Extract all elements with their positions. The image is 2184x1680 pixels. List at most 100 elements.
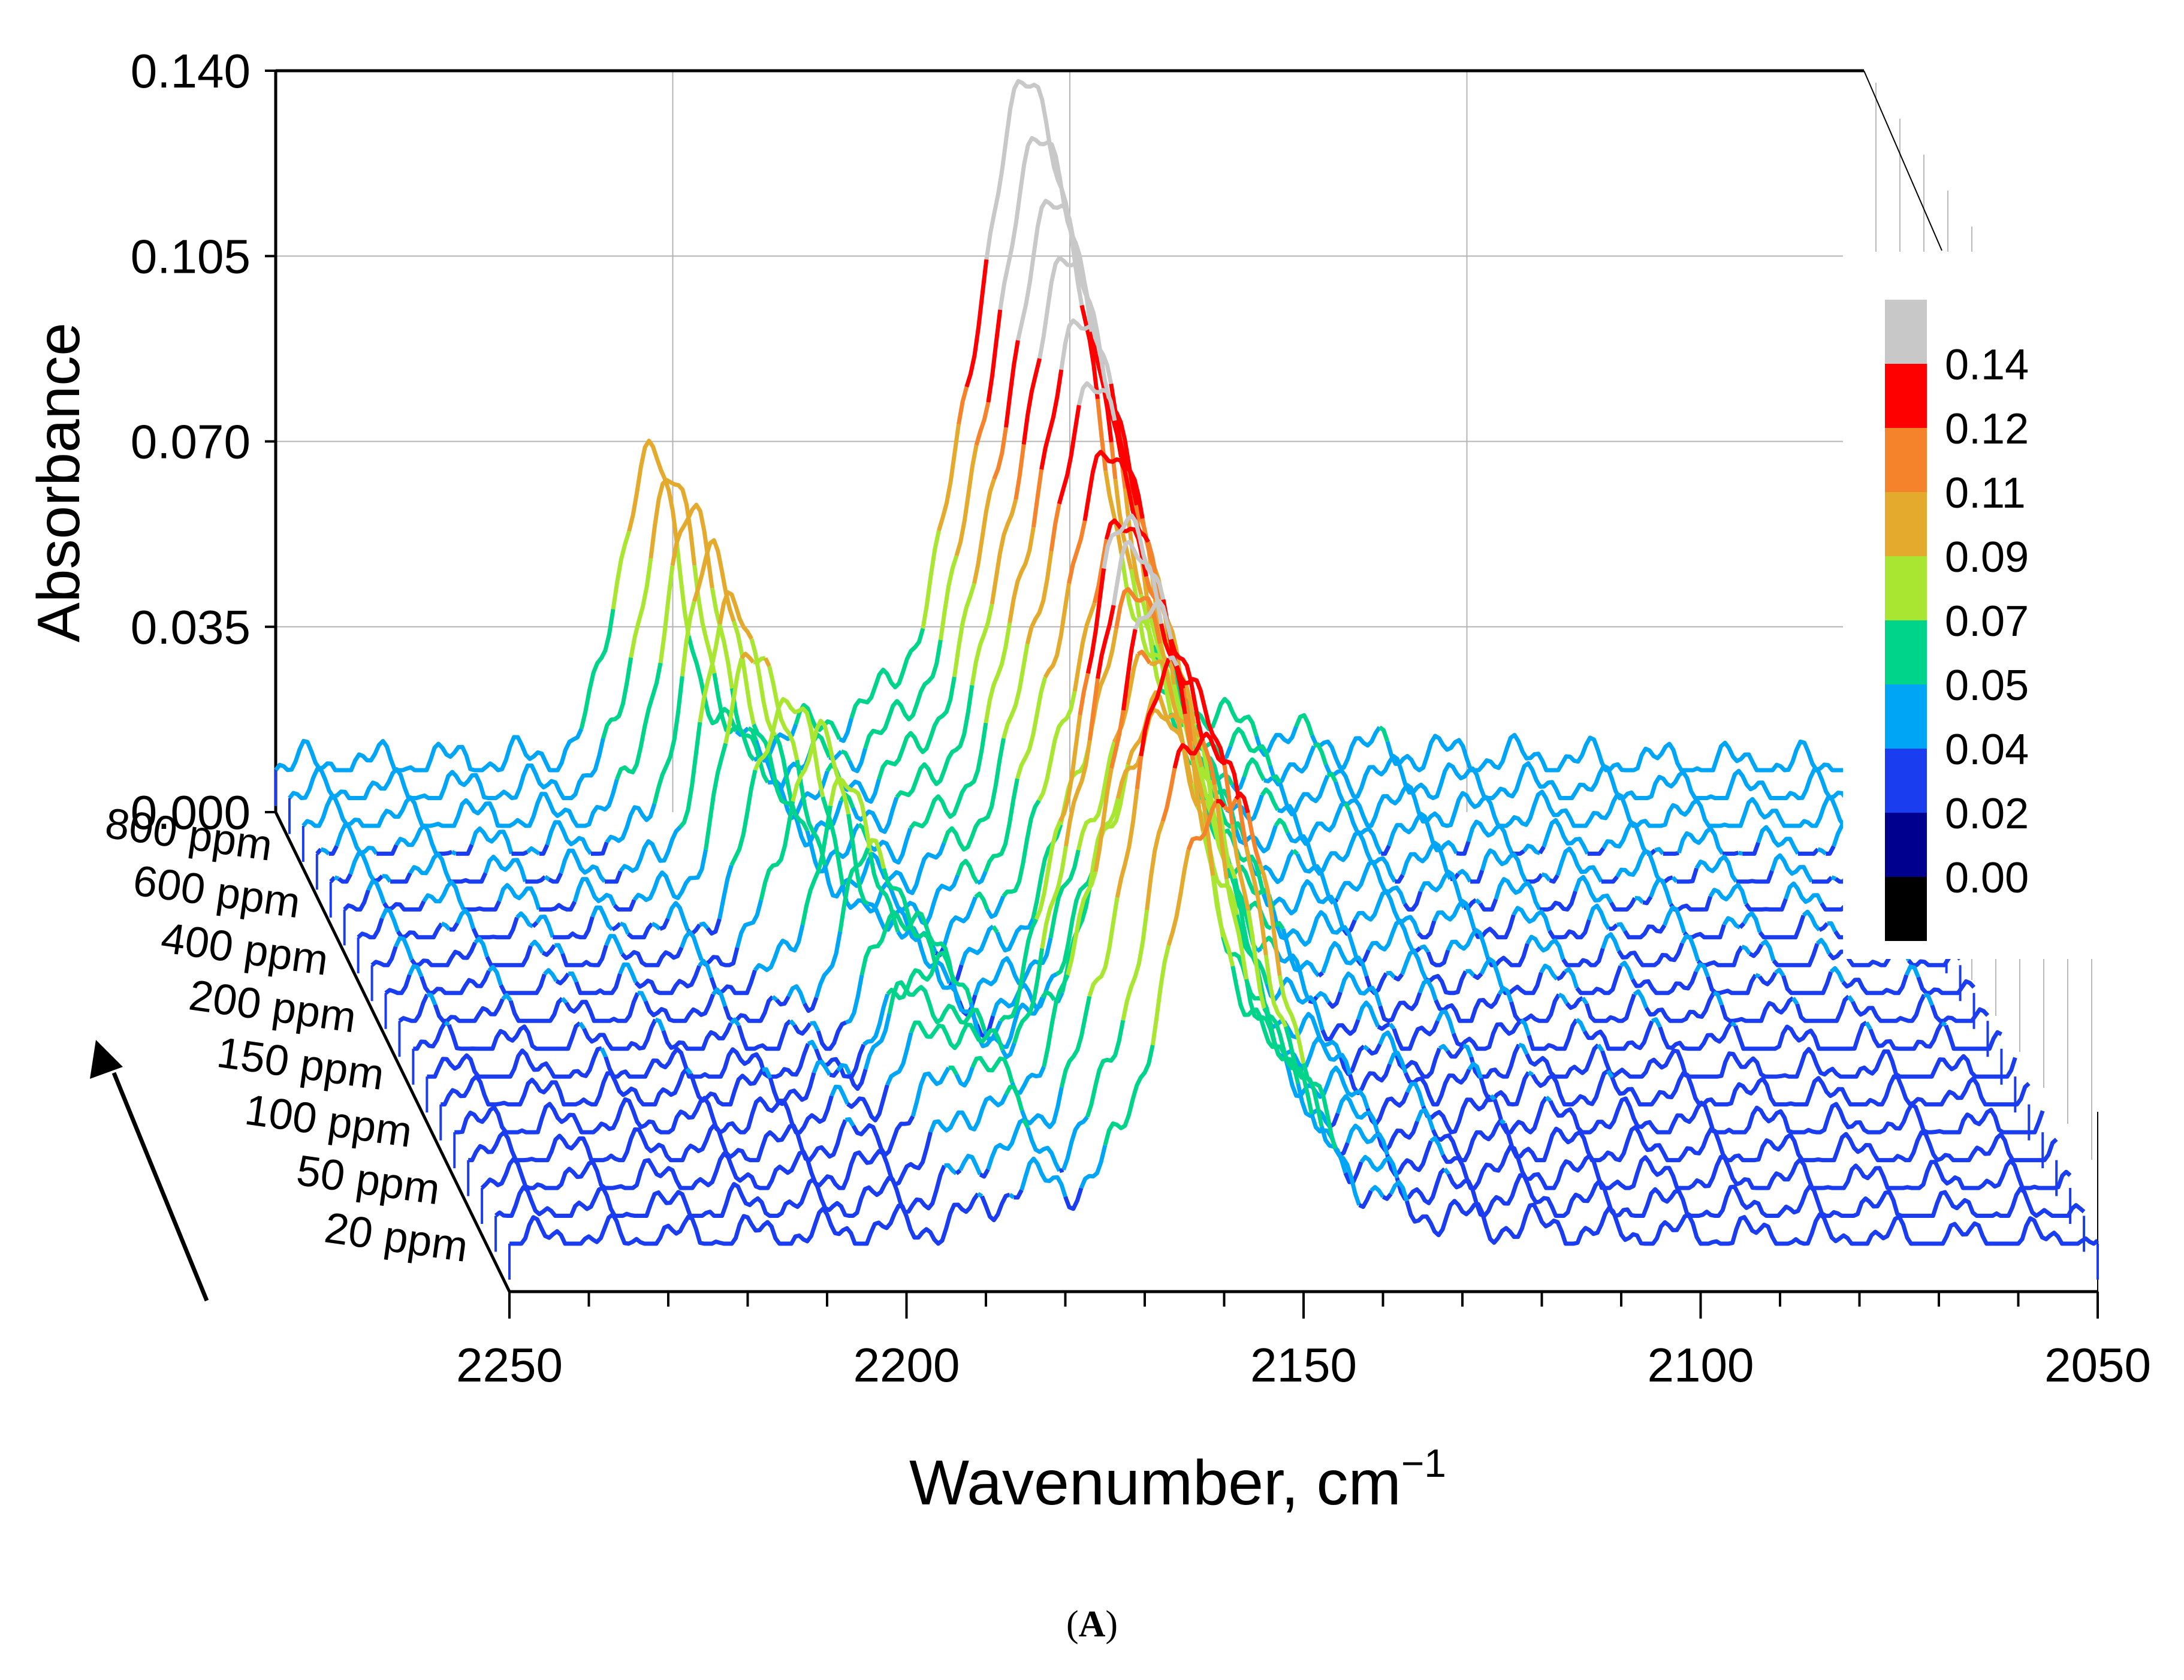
spectrum-segment <box>1246 910 1266 1009</box>
spectrum-segment <box>1649 877 1673 905</box>
spectrum-segment <box>396 922 444 940</box>
spectrum-segment <box>1335 1094 1380 1133</box>
spectrum-segment <box>1169 638 1205 741</box>
spectrum-segment <box>1740 944 1752 955</box>
spectrum-segment <box>1040 990 1056 1002</box>
spectrum-segment <box>849 628 925 719</box>
spectrum-segment <box>1063 1187 1084 1211</box>
spectrum-segment <box>723 657 744 744</box>
spectrum-segment <box>1730 1021 1737 1028</box>
spectrum-segment <box>1756 825 1800 855</box>
spectrum-segment <box>1175 665 1227 766</box>
spectrum-segment <box>1230 824 1251 911</box>
spectrum-segment <box>1039 369 1064 470</box>
spectrum-segment <box>1001 643 1030 739</box>
spectrum-segment <box>626 922 654 940</box>
spectrum-segment <box>807 1039 818 1051</box>
spectrum-segment <box>985 895 1006 919</box>
spectrum-segment <box>803 997 819 1013</box>
spectrum-segment <box>1228 726 1272 767</box>
spectrum-segment <box>1609 897 1637 912</box>
spectrum-segment <box>1319 1126 1348 1174</box>
spectrum-segment <box>578 1021 586 1030</box>
colorbar-band <box>1885 684 1927 749</box>
spectrum-segment <box>1489 1094 1497 1102</box>
spectrum-segment <box>394 936 414 961</box>
spectrum-segment <box>789 1019 797 1027</box>
spectrum-segment <box>970 604 994 686</box>
spectrum-segment <box>937 424 961 532</box>
spectrum-segment <box>670 502 714 589</box>
spectrum-segment <box>334 823 379 855</box>
y-tick-label: 0.000 <box>131 786 251 839</box>
spectrum-segment <box>1109 710 1126 769</box>
spectrum-segment <box>928 1093 1008 1133</box>
spectrum-segment <box>1443 1168 1450 1175</box>
spectrum-segment <box>1431 1119 1503 1163</box>
spectrum-segment <box>560 945 608 967</box>
spectrum-segment <box>972 478 996 584</box>
spectrum-segment <box>1545 1096 1552 1103</box>
spectrum-segment <box>1013 444 1026 500</box>
spectrum-segment <box>954 445 979 557</box>
spectrum-segment <box>1115 707 1199 807</box>
spectrum-segment <box>545 820 593 855</box>
spectrum-segment <box>840 749 852 762</box>
spectrum-segment <box>1008 1193 1015 1199</box>
spectrum-segment <box>1654 847 1665 855</box>
spectrum-segment <box>1145 821 1165 910</box>
x-tick-labels: 2250 2200 2150 2100 2050 <box>456 1338 2151 1392</box>
colorbar-legend: 0.14 0.12 0.11 0.09 0.07 0.05 0.04 0.02 0.00 <box>1843 252 2095 959</box>
spectrum-segment <box>1079 1145 1108 1189</box>
spectrum-segment <box>1644 991 1716 1023</box>
spectrum-segment <box>315 847 323 855</box>
concentration-arrow <box>90 1040 209 1302</box>
spectrum-segment <box>1089 331 1114 443</box>
spectrum-segment <box>1244 979 1301 1084</box>
spectrum-series <box>343 381 1935 946</box>
spectrum-segment <box>1001 799 1041 898</box>
spectrum-segment <box>1092 539 1109 604</box>
spectrum-segment <box>957 386 969 425</box>
spectrum-segment <box>1438 1043 1449 1052</box>
spectrum-segment <box>1085 1020 1126 1118</box>
colorbar-band <box>1885 620 1927 684</box>
spectrum-segment <box>1186 800 1218 850</box>
spectrum-segment <box>886 951 973 1003</box>
spectrum-segment <box>1242 757 1266 782</box>
spectrum-segment <box>1682 924 1726 940</box>
spectrum-segment <box>1694 962 1710 978</box>
spectrum-segment <box>1676 826 1725 855</box>
spectrum-segment <box>999 918 1039 1023</box>
spectrum-segment <box>348 851 376 883</box>
spectrum-segment <box>1615 849 1663 883</box>
spectrum-segment <box>1234 791 1250 814</box>
spectrum-segment <box>1277 801 1347 846</box>
spectrum-segment <box>1377 1022 1391 1031</box>
spectrum-segment <box>1260 787 1280 812</box>
spectrum-segment <box>976 1192 984 1198</box>
spectra-series-group <box>274 79 2099 1280</box>
spectrum-segment <box>1031 469 1044 528</box>
spectrum-segment <box>1043 583 1071 678</box>
spectrum-segment <box>1547 919 1591 940</box>
spectrum-segment <box>1359 1154 1399 1179</box>
spectrum-segment <box>357 918 384 940</box>
spectrum-segment <box>1425 970 1468 996</box>
y-tick-label: 0.140 <box>131 44 251 98</box>
spectrum-segment <box>1148 618 1173 714</box>
spectrum-segment <box>1671 876 1679 883</box>
spectrum-segment <box>1609 923 1619 931</box>
caption-label: A <box>1078 1604 1106 1645</box>
colorbar-label: 0.00 <box>1945 854 2029 902</box>
spectrum-segment <box>620 946 684 967</box>
spectrum-segment <box>427 1046 602 1079</box>
spectrum-segment <box>1472 972 1483 980</box>
spectrum-segment <box>1565 996 1584 1010</box>
spectrum-segment <box>1057 405 1081 505</box>
spectrum-segment <box>1022 1118 1030 1129</box>
spectrum-segment <box>1600 1046 2017 1079</box>
spectrum-segment <box>1706 973 1758 996</box>
concentration-label: 150 ppm <box>214 1028 387 1099</box>
